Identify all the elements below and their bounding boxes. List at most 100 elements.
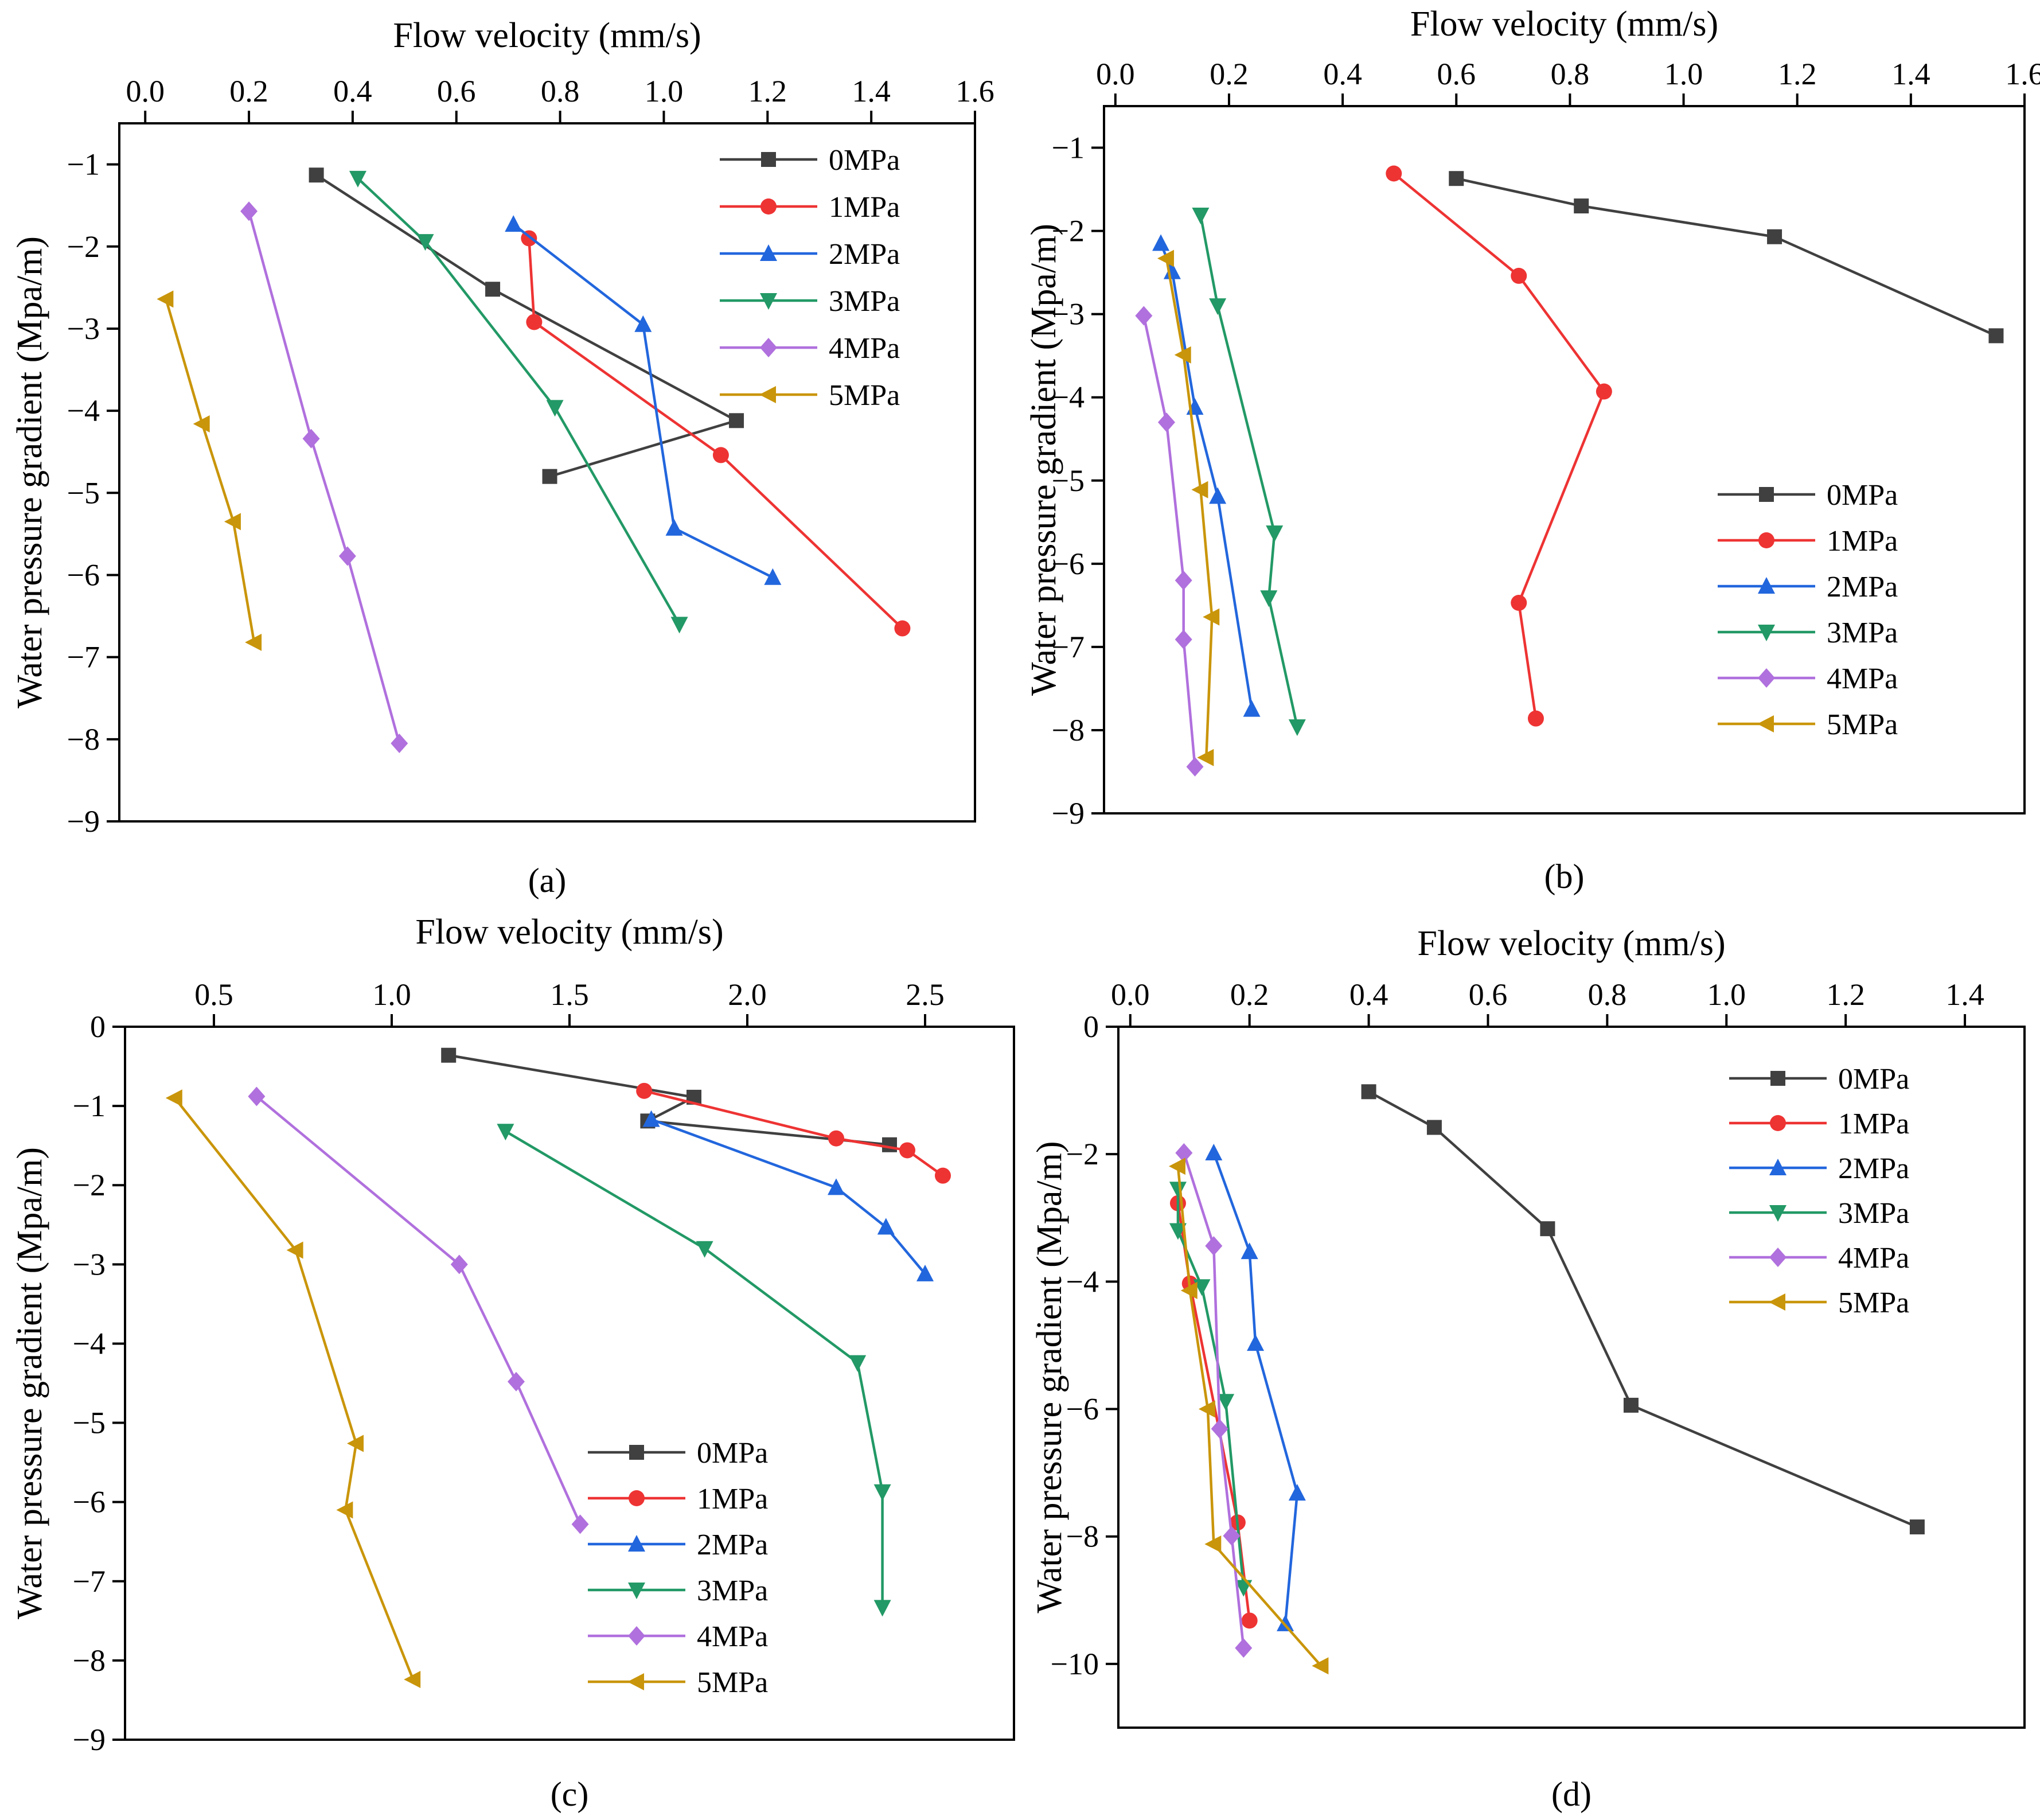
legend-label: 5MPa xyxy=(697,1666,768,1699)
data-point xyxy=(1247,1334,1265,1351)
y-tick-label: −4 xyxy=(1052,380,1085,415)
y-tick-label: −5 xyxy=(1052,463,1085,498)
data-point xyxy=(1197,749,1214,766)
data-point xyxy=(1203,608,1220,626)
panel-caption: (d) xyxy=(1551,1775,1592,1813)
y-tick-label: −6 xyxy=(67,558,100,592)
data-point xyxy=(1241,1242,1258,1260)
series-5MPa xyxy=(165,1089,421,1689)
y-tick-label: −4 xyxy=(73,1326,106,1361)
y-tick-label: −4 xyxy=(67,393,100,428)
data-point xyxy=(1288,719,1306,736)
legend-marker xyxy=(760,198,777,215)
legend-label: 0MPa xyxy=(697,1437,768,1470)
data-point xyxy=(764,568,782,585)
data-point xyxy=(1169,1223,1187,1240)
chart-panel-c: 0.5 1.0 1.5 2.0 2.5 0 −1 −2 −3 −4 −5 −6 −7 −8 −9 Flow v… xyxy=(10,913,1015,1813)
data-point xyxy=(712,447,729,463)
data-point xyxy=(416,234,434,251)
y-tick-label: −5 xyxy=(67,476,100,510)
x-tick-label: 0.6 xyxy=(1469,977,1508,1012)
x-axis-title: Flow velocity (mm/s) xyxy=(393,16,701,55)
x-tick-label: 1.0 xyxy=(1664,57,1703,91)
legend-label: 1MPa xyxy=(1838,1108,1909,1140)
y-tick-label: −9 xyxy=(67,804,100,839)
data-point xyxy=(1204,1535,1222,1553)
data-point xyxy=(828,1178,845,1195)
panel-caption: (b) xyxy=(1544,858,1585,895)
data-point xyxy=(1623,1397,1639,1413)
x-tick-label: 1.4 xyxy=(1945,977,1984,1012)
x-tick-label: 1.4 xyxy=(852,74,891,108)
series-line xyxy=(528,238,903,630)
series-5MPa xyxy=(157,290,262,651)
data-point xyxy=(1174,346,1191,364)
data-point xyxy=(1135,306,1153,326)
legend-label: 4MPa xyxy=(829,332,900,365)
x-tick-label: 1.2 xyxy=(748,74,787,108)
legend-marker xyxy=(628,1583,645,1599)
data-point xyxy=(1574,198,1589,214)
legend-marker xyxy=(1757,715,1774,732)
legend-label: 0MPa xyxy=(1838,1063,1909,1096)
x-tick-label: 0.6 xyxy=(1437,57,1476,91)
legend-marker xyxy=(761,152,776,167)
y-axis-title: Water pressure gradient (Mpa/m) xyxy=(10,1147,49,1619)
data-point xyxy=(670,617,688,634)
legend-marker xyxy=(1769,1248,1787,1267)
series-line xyxy=(643,1089,944,1177)
series-line xyxy=(1368,1090,1918,1529)
legend-item-3MPa: 3MPa xyxy=(1718,617,1898,649)
legend-item-0MPa: 0MPa xyxy=(1729,1063,1909,1096)
y-tick-label: −3 xyxy=(1052,297,1085,332)
y-tick-label: −8 xyxy=(73,1643,106,1678)
series-1MPa xyxy=(1386,165,1612,727)
y-axis-title: Water pressure gradient (Mpa/m) xyxy=(10,236,49,708)
legend-label: 0MPa xyxy=(829,144,900,177)
x-tick-label: 0.2 xyxy=(1210,57,1249,91)
series-line xyxy=(448,1054,890,1147)
data-point xyxy=(1312,1657,1329,1675)
data-point xyxy=(526,314,543,330)
data-point xyxy=(1209,487,1227,504)
y-tick-label: −4 xyxy=(1066,1264,1099,1299)
series-0MPa xyxy=(441,1047,897,1152)
data-point xyxy=(1386,165,1402,182)
data-point xyxy=(1163,262,1181,279)
data-point xyxy=(302,428,320,449)
series-1MPa xyxy=(636,1082,951,1184)
legend-label: 3MPa xyxy=(697,1575,768,1607)
data-point xyxy=(245,633,262,651)
series-line xyxy=(165,298,256,643)
y-tick-label: −8 xyxy=(1052,713,1085,747)
data-point xyxy=(1449,171,1464,186)
legend: 0MPa 1MPa 2MPa 3MPa 4MPa 5MPa xyxy=(720,144,900,412)
data-point xyxy=(505,215,522,232)
y-tick-label: 0 xyxy=(90,1010,106,1044)
data-point xyxy=(1209,298,1227,315)
y-axis-title: Water pressure gradient (Mpa/m) xyxy=(1024,224,1063,696)
legend-label: 4MPa xyxy=(697,1620,768,1653)
series-line xyxy=(255,1095,582,1525)
series-4MPa xyxy=(1135,306,1204,777)
legend-item-5MPa: 5MPa xyxy=(1729,1287,1909,1319)
data-point xyxy=(1767,229,1782,244)
legend-item-0MPa: 0MPa xyxy=(1718,479,1898,512)
x-tick-label: 0.2 xyxy=(1230,977,1269,1012)
y-tick-label: −6 xyxy=(73,1485,106,1519)
legend-label: 1MPa xyxy=(829,191,900,224)
data-point xyxy=(546,400,564,417)
legend-marker xyxy=(628,1535,645,1552)
data-point xyxy=(899,1142,915,1159)
series-line xyxy=(1212,1152,1299,1624)
series-line xyxy=(174,1097,415,1680)
y-tick-label: −7 xyxy=(1052,630,1085,664)
series-5MPa xyxy=(1168,1158,1329,1675)
x-tick-label: 0.8 xyxy=(1551,57,1590,91)
data-point xyxy=(1241,1612,1258,1629)
legend-marker xyxy=(628,1626,645,1646)
data-point xyxy=(347,1435,364,1452)
x-tick-label: 1.0 xyxy=(372,977,411,1012)
x-tick-label: 1.6 xyxy=(2005,57,2040,91)
